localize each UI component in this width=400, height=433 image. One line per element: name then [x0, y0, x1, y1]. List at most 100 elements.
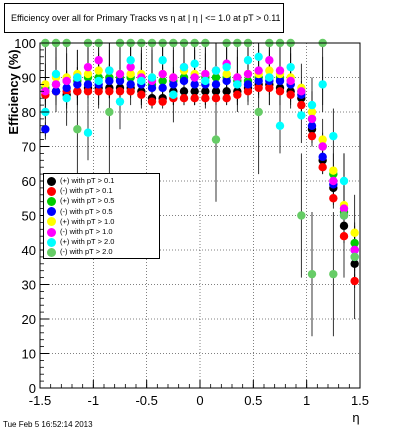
data-point	[51, 69, 61, 79]
data-point	[158, 56, 167, 65]
x-axis-label: η	[352, 410, 359, 425]
data-point	[233, 80, 242, 89]
data-point	[158, 97, 167, 106]
data-point	[41, 87, 50, 96]
data-point	[94, 76, 103, 86]
data-point	[318, 152, 327, 162]
data-point	[254, 52, 263, 61]
legend-label: (+) with pT > 0.5	[60, 196, 115, 206]
data-point	[83, 128, 93, 137]
x-tick-label: -1	[88, 393, 100, 408]
data-point	[307, 131, 317, 141]
data-point	[307, 121, 317, 130]
data-point	[137, 76, 146, 86]
x-tick-label: 0	[196, 393, 203, 408]
data-point	[297, 100, 306, 110]
data-point	[126, 87, 135, 96]
data-point	[307, 100, 317, 110]
data-point	[179, 87, 189, 96]
legend-label: (-) with pT > 1.0	[60, 227, 113, 237]
data-point	[201, 87, 210, 96]
legend-marker	[47, 176, 56, 186]
legend-marker	[47, 227, 56, 237]
y-axis-label: Efficiency (%)	[6, 49, 21, 134]
data-point	[126, 69, 135, 79]
legend-marker	[47, 186, 56, 196]
data-point	[243, 80, 253, 89]
data-point	[254, 66, 263, 75]
data-point	[62, 76, 71, 86]
legend-label: (+) with pT > 2.0	[60, 237, 115, 247]
data-point	[222, 87, 231, 96]
data-point	[318, 163, 327, 172]
data-point	[297, 211, 306, 220]
data-point	[211, 87, 221, 96]
data-point	[211, 94, 221, 103]
x-tick-label: 0.5	[244, 393, 262, 408]
legend-marker	[47, 248, 56, 258]
x-tick-label: -0.5	[135, 393, 157, 408]
x-tick-labels: -1.5 -1 -0.5 0 0.5 1 1.5	[29, 393, 369, 408]
legend-entry: (-) with pT > 1.0	[47, 227, 156, 237]
data-point	[254, 76, 263, 86]
legend-label: (-) with pT > 0.1	[60, 186, 113, 196]
legend-marker	[47, 197, 56, 206]
data-point	[211, 66, 221, 75]
data-point	[190, 87, 199, 96]
data-point	[126, 80, 135, 89]
data-point	[201, 94, 210, 103]
data-point	[158, 76, 167, 86]
data-point	[265, 73, 274, 82]
data-point	[222, 76, 231, 86]
data-point	[350, 252, 359, 262]
data-point	[115, 76, 125, 86]
data-point	[329, 176, 338, 186]
data-point	[318, 142, 327, 151]
data-point	[339, 211, 349, 220]
data-point	[190, 59, 199, 68]
legend-entry: (+) with pT > 1.0	[47, 217, 156, 227]
data-point	[115, 69, 125, 79]
data-point	[222, 62, 231, 72]
data-point	[275, 76, 285, 86]
data-point	[190, 73, 199, 82]
data-point	[41, 125, 50, 134]
data-point	[339, 221, 349, 231]
legend-entry: (-) with pT > 2.0	[47, 247, 156, 258]
data-point	[94, 87, 103, 96]
data-point	[350, 259, 359, 268]
legend-label: (+) with pT > 0.1	[60, 176, 115, 185]
data-point	[275, 121, 285, 130]
legend-entry: (+) with pT > 0.1	[47, 176, 156, 186]
data-point	[73, 80, 82, 89]
data-point	[275, 87, 285, 96]
y-tick-label: 10	[22, 347, 36, 362]
data-point	[179, 62, 189, 72]
data-point	[211, 73, 221, 82]
data-point	[190, 80, 199, 89]
data-point	[126, 62, 135, 72]
data-point	[222, 69, 231, 79]
y-tick-label: 40	[22, 243, 36, 258]
y-tick-label: 0	[29, 381, 36, 396]
data-point	[211, 135, 221, 144]
data-point	[307, 114, 317, 124]
data-point	[73, 87, 82, 96]
data-point	[254, 83, 263, 93]
timestamp-footer: Tue Feb 5 16:52:14 2013	[3, 420, 93, 429]
data-point	[339, 176, 349, 186]
data-point	[222, 94, 231, 103]
data-point	[169, 73, 178, 82]
chart-title-box: Efficiency over all for Primary Tracks v…	[4, 3, 284, 33]
data-point	[83, 80, 93, 89]
data-point	[350, 245, 359, 255]
legend-marker	[47, 207, 56, 217]
legend-entry: (+) with pT > 0.5	[47, 196, 156, 206]
y-tick-label: 100	[14, 36, 36, 51]
data-point	[94, 66, 103, 75]
data-point	[307, 269, 317, 279]
data-point	[297, 87, 306, 96]
data-point	[286, 62, 295, 72]
data-point	[350, 238, 359, 248]
